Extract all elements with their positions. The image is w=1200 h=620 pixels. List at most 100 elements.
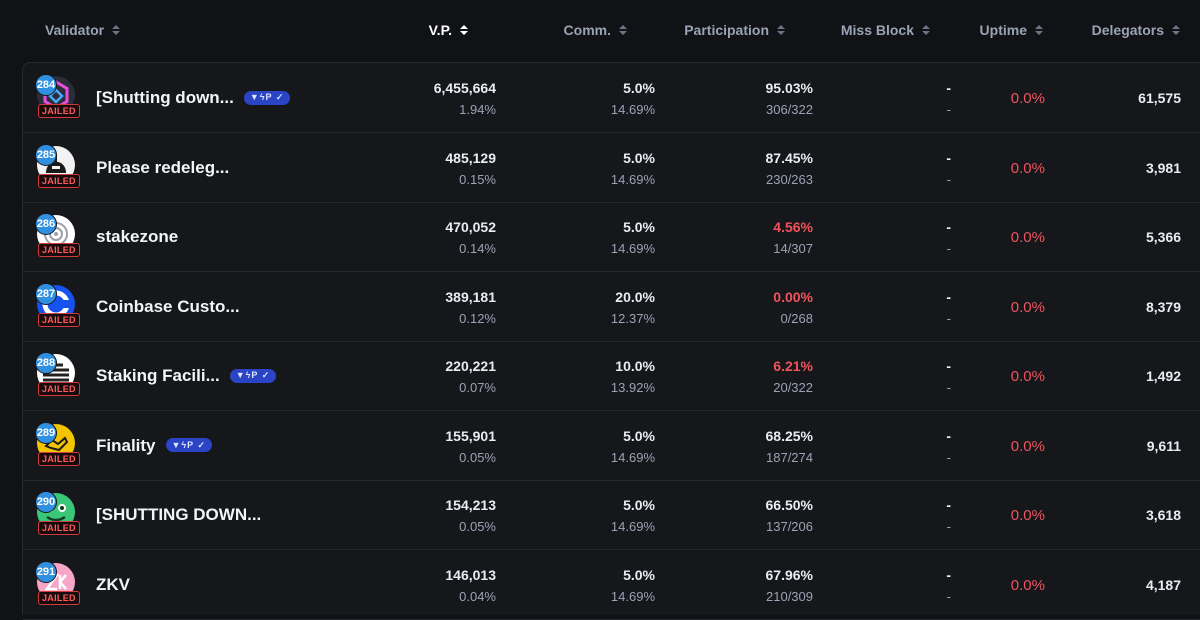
commission: 5.0%	[623, 427, 655, 444]
validator-avatar[interactable]: 289 JAILED	[33, 421, 81, 469]
commission-max: 14.69%	[610, 102, 655, 117]
uptime: 0.0%	[1010, 229, 1045, 246]
validator-avatar[interactable]: 291 JAILED	[33, 560, 81, 608]
validator-avatar[interactable]: 290 JAILED	[33, 490, 81, 538]
participation-ratio: 187/274	[766, 449, 813, 465]
validator-name[interactable]: [SHUTTING DOWN...	[96, 505, 262, 524]
miss-block: -	[946, 566, 951, 583]
table-row[interactable]: 291 JAILED ZKV 146,013 0.04% 5.0% 14.69%…	[23, 550, 1200, 620]
voting-power-percent: 0.14%	[459, 241, 496, 256]
sort-icon[interactable]	[460, 25, 468, 35]
voting-power: 146,013	[445, 566, 496, 583]
miss-block-sub: -	[946, 588, 951, 604]
delegators: 1,492	[1145, 368, 1181, 384]
participation-ratio: 210/309	[766, 588, 813, 604]
table-row[interactable]: 286 JAILED stakezone 470,052 0.14% 5.0% …	[23, 202, 1200, 272]
sort-icon[interactable]	[619, 25, 627, 35]
miss-block: -	[946, 219, 951, 235]
miss-block-sub: -	[946, 241, 951, 256]
table-row[interactable]: 290 JAILED [SHUTTING DOWN... 154,213 0.0…	[23, 480, 1200, 550]
validator-name[interactable]: stakezone	[96, 227, 179, 246]
commission-max: 14.69%	[610, 519, 655, 534]
sort-icon[interactable]	[1035, 25, 1043, 35]
validator-name[interactable]: Staking Facili... ▼ϟP ✓	[96, 366, 277, 386]
jailed-badge: JAILED	[38, 243, 80, 257]
participation-ratio: 230/263	[766, 171, 813, 187]
voting-power-percent: 0.04%	[459, 588, 496, 604]
validator-name[interactable]: Finality ▼ϟP ✓	[96, 436, 213, 456]
validator-avatar[interactable]: 286 JAILED	[33, 212, 81, 260]
rank-badge: 285	[35, 143, 57, 166]
table-row[interactable]: 285 JAILED Please redeleg... 485,129 0.1…	[23, 133, 1200, 203]
verified-badge-icon: ▼ϟP ✓	[243, 90, 291, 105]
validator-avatar[interactable]: 285 JAILED	[33, 143, 81, 191]
sort-icon[interactable]	[777, 25, 785, 35]
jailed-badge: JAILED	[38, 451, 80, 466]
voting-power-percent: 1.94%	[459, 102, 496, 117]
rank-badge: 291	[35, 560, 57, 583]
miss-block: -	[946, 149, 951, 166]
miss-block-sub: -	[946, 519, 951, 534]
rank-badge: 288	[35, 352, 57, 374]
miss-block: -	[946, 427, 951, 444]
participation-rate: 4.56%	[773, 219, 813, 235]
header-participation[interactable]: Participation	[684, 20, 785, 40]
header-voting-power[interactable]: V.P.	[429, 20, 468, 40]
uptime: 0.0%	[1010, 298, 1045, 316]
verified-badge-icon: ▼ϟP ✓	[165, 438, 213, 452]
table-row[interactable]: 289 JAILED Finality ▼ϟP ✓ 155,901 0.05% 5…	[23, 411, 1200, 481]
validator-name[interactable]: [Shutting down... ▼ϟP ✓	[96, 88, 291, 108]
voting-power: 6,455,664	[433, 80, 496, 96]
participation-rate: 87.45%	[765, 149, 813, 166]
validator-avatar[interactable]: 284 JAILED	[33, 73, 81, 121]
delegators: 3,981	[1145, 159, 1181, 176]
commission-max: 14.69%	[610, 449, 655, 465]
validator-name[interactable]: Coinbase Custo...	[96, 296, 240, 316]
commission-max: 14.69%	[610, 588, 655, 604]
jailed-badge: JAILED	[38, 382, 80, 396]
table-row[interactable]: 287 JAILED Coinbase Custo... 389,181 0.1…	[23, 272, 1200, 342]
validator-name[interactable]: Please redeleg...	[96, 157, 230, 177]
miss-block-sub: -	[946, 310, 951, 326]
commission: 5.0%	[623, 219, 655, 235]
table-body: 284 JAILED [Shutting down... ▼ϟP ✓ 6,455,…	[22, 62, 1200, 620]
verified-badge-icon: ▼ϟP ✓	[229, 368, 277, 383]
delegators: 5,366	[1145, 229, 1181, 245]
sort-icon[interactable]	[1172, 25, 1180, 35]
table-row[interactable]: 284 JAILED [Shutting down... ▼ϟP ✓ 6,455,…	[23, 63, 1200, 133]
validator-avatar[interactable]: 288 JAILED	[33, 351, 81, 399]
voting-power: 154,213	[445, 497, 496, 513]
header-commission[interactable]: Comm.	[564, 20, 627, 40]
header-uptime[interactable]: Uptime	[980, 20, 1043, 40]
table-row[interactable]: 288 JAILED Staking Facili... ▼ϟP ✓ 220,22…	[23, 341, 1200, 411]
participation-ratio: 306/322	[766, 102, 813, 117]
participation-rate: 68.25%	[765, 427, 813, 444]
delegators: 3,618	[1145, 507, 1181, 523]
uptime: 0.0%	[1010, 368, 1045, 385]
uptime: 0.0%	[1010, 576, 1045, 594]
commission: 5.0%	[623, 566, 655, 583]
voting-power-percent: 0.05%	[459, 519, 496, 534]
sort-icon[interactable]	[922, 25, 930, 35]
miss-block-sub: -	[946, 449, 951, 465]
voting-power: 485,129	[445, 149, 496, 166]
uptime: 0.0%	[1010, 507, 1045, 524]
participation-ratio: 137/206	[766, 519, 813, 534]
participation-rate: 95.03%	[765, 80, 813, 96]
sort-icon[interactable]	[112, 25, 121, 35]
uptime: 0.0%	[1010, 90, 1045, 107]
table-header: Validator V.P. Comm. Participation Miss …	[0, 0, 1200, 62]
jailed-badge: JAILED	[38, 104, 80, 118]
validator-name[interactable]: ZKV	[96, 574, 130, 594]
jailed-badge: JAILED	[38, 173, 80, 188]
header-miss-block[interactable]: Miss Block	[841, 20, 930, 40]
commission-max: 12.37%	[610, 310, 655, 326]
jailed-badge: JAILED	[38, 590, 80, 605]
participation-ratio: 20/322	[773, 380, 813, 395]
delegators: 9,611	[1146, 437, 1181, 454]
header-validator[interactable]: Validator	[45, 20, 121, 40]
rank-badge: 289	[35, 421, 57, 444]
header-delegators[interactable]: Delegators	[1092, 20, 1180, 40]
validator-avatar[interactable]: 287 JAILED	[33, 282, 81, 330]
voting-power: 155,901	[445, 427, 496, 444]
